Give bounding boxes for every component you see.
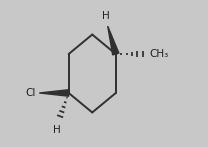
Text: Cl: Cl (25, 88, 36, 98)
Text: H: H (102, 11, 110, 21)
Text: CH₃: CH₃ (150, 49, 169, 59)
Polygon shape (108, 26, 119, 55)
Polygon shape (39, 90, 69, 96)
Text: H: H (53, 125, 61, 135)
